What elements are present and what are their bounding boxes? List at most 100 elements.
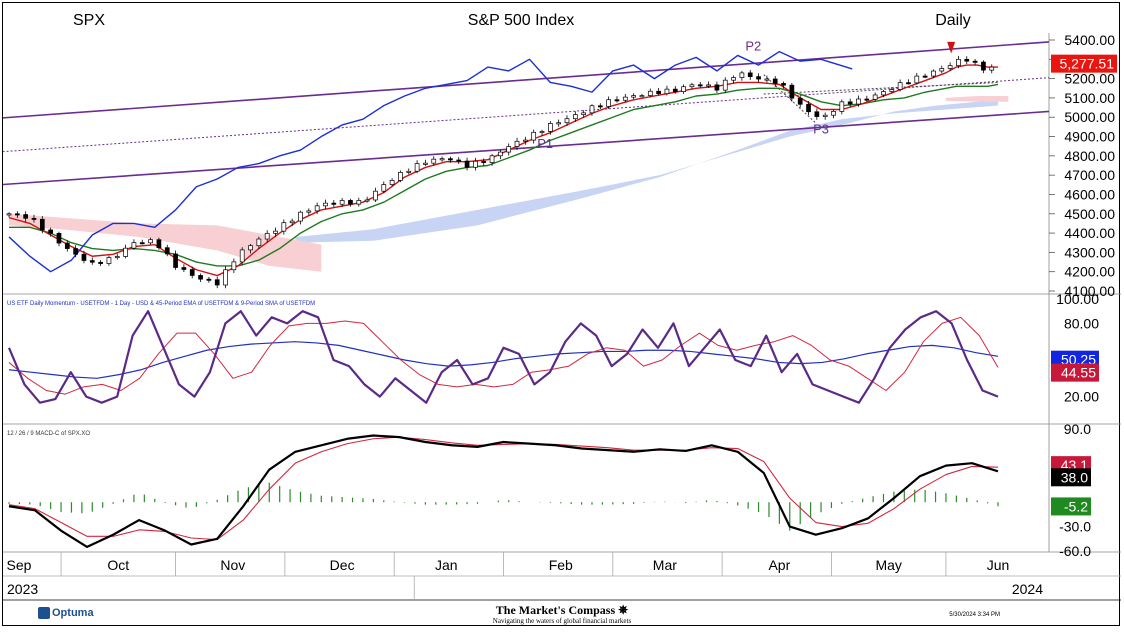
ticker-label: SPX — [73, 12, 105, 29]
candle-body — [681, 86, 686, 92]
candle-body — [856, 98, 861, 105]
candle-body — [339, 200, 345, 205]
candle-body — [281, 222, 287, 232]
candle-body — [314, 205, 320, 212]
candle-body — [64, 242, 70, 249]
candle-body — [414, 163, 420, 172]
candle-body — [173, 253, 178, 268]
month-label: Mar — [653, 557, 677, 573]
candle-body — [398, 172, 403, 181]
candle-body — [14, 213, 20, 216]
candle-body — [972, 60, 978, 63]
candle-body — [889, 89, 895, 92]
candle-body — [939, 68, 945, 72]
candle-body — [523, 139, 528, 142]
pivot-label: P2 — [745, 39, 761, 54]
candle-body — [531, 131, 537, 141]
candle-body — [489, 155, 495, 163]
candle-body — [273, 230, 278, 234]
month-label: Jan — [435, 557, 458, 573]
candle-body — [622, 96, 628, 101]
candle-body — [498, 151, 503, 157]
candle-body — [214, 279, 220, 286]
candle-body — [606, 99, 611, 107]
macd-tick-label: 90.0 — [1064, 421, 1091, 437]
candle-body — [756, 76, 761, 80]
candle-body — [897, 82, 903, 90]
month-label: Jun — [987, 557, 1010, 573]
candle-body — [231, 261, 237, 271]
momentum-tick-label: 100.00 — [1056, 291, 1099, 307]
candle-body — [456, 159, 462, 162]
candle-body — [664, 88, 670, 95]
macd-value-badge — [1051, 468, 1091, 487]
momentum-panel: US ETF Daily Momentum - USETFDM - 1 Day … — [7, 291, 1099, 405]
candle-body — [348, 200, 353, 205]
momentum-tick-label: 20.00 — [1064, 389, 1099, 405]
candle-body — [589, 105, 595, 114]
macd-value: 38.0 — [1061, 469, 1088, 485]
candle-body — [48, 229, 53, 234]
candle-body — [506, 146, 512, 153]
price-tick-label: 4800.00 — [1064, 148, 1115, 164]
candle-body — [964, 58, 970, 62]
momentum-value-badge — [1051, 363, 1099, 382]
optuma-logo-icon — [38, 607, 50, 620]
channel-lower-line — [0, 110, 1050, 186]
candle-body — [547, 123, 553, 132]
candle-body — [914, 75, 920, 84]
candle-body — [556, 122, 562, 125]
ichimoku-cloud-bear — [9, 213, 322, 272]
candle-body — [331, 202, 337, 205]
compass-icon: ✵ — [618, 603, 629, 617]
signal-line — [8, 436, 999, 541]
price-tick-label: 5200.00 — [1064, 71, 1115, 87]
candle-body — [656, 90, 661, 95]
period-label: Daily — [935, 12, 971, 29]
price-tick-label: 5100.00 — [1064, 90, 1115, 106]
price-tick-label: 4900.00 — [1064, 129, 1115, 145]
candle-body — [872, 94, 878, 100]
candle-body — [697, 84, 703, 87]
candle-body — [881, 91, 886, 96]
momentum-value: 44.55 — [1061, 365, 1096, 381]
candle-body — [789, 84, 795, 99]
candle-body — [956, 58, 961, 67]
price-tick-label: 4200.00 — [1064, 264, 1115, 280]
candle-body — [6, 213, 12, 216]
candle-body — [248, 245, 253, 251]
candle-body — [931, 70, 936, 77]
price-tick-label: 5400.00 — [1064, 32, 1115, 48]
momentum-line — [7, 310, 999, 404]
macd-tick-label: -60.0 — [1059, 543, 1091, 559]
price-tick-label: 4300.00 — [1064, 244, 1115, 260]
kijun-line — [9, 83, 999, 267]
candle-body — [989, 66, 995, 71]
candle-body — [706, 84, 711, 87]
candle-body — [781, 83, 786, 86]
last-price-value: 5,277.51 — [1060, 56, 1115, 72]
candle-body — [89, 260, 95, 263]
candle-body — [123, 247, 128, 257]
candle-body — [289, 220, 295, 224]
candle-body — [806, 103, 811, 113]
candle-body — [239, 249, 245, 263]
channel-mid-line — [0, 77, 1050, 153]
macd-value-badge — [1051, 497, 1091, 516]
candle-body — [181, 267, 187, 270]
price-tick-label: 4500.00 — [1064, 206, 1115, 222]
last-price-badge — [1051, 54, 1117, 73]
candle-body — [264, 232, 270, 240]
candle-body — [614, 99, 620, 102]
month-label: Dec — [330, 557, 355, 573]
candle-body — [731, 77, 736, 81]
candle-body — [639, 95, 645, 98]
month-label: May — [875, 557, 901, 573]
candle-body — [864, 98, 870, 101]
candle-body — [847, 101, 853, 105]
candle-body — [597, 105, 603, 108]
channel-upper-line — [0, 41, 1050, 119]
candle-body — [947, 65, 953, 69]
macd-panel: 12 / 26 / 9 MACD-C of SPX.XO 90.0 -30.0 -60… — [7, 421, 1091, 559]
candle-body — [148, 239, 153, 244]
